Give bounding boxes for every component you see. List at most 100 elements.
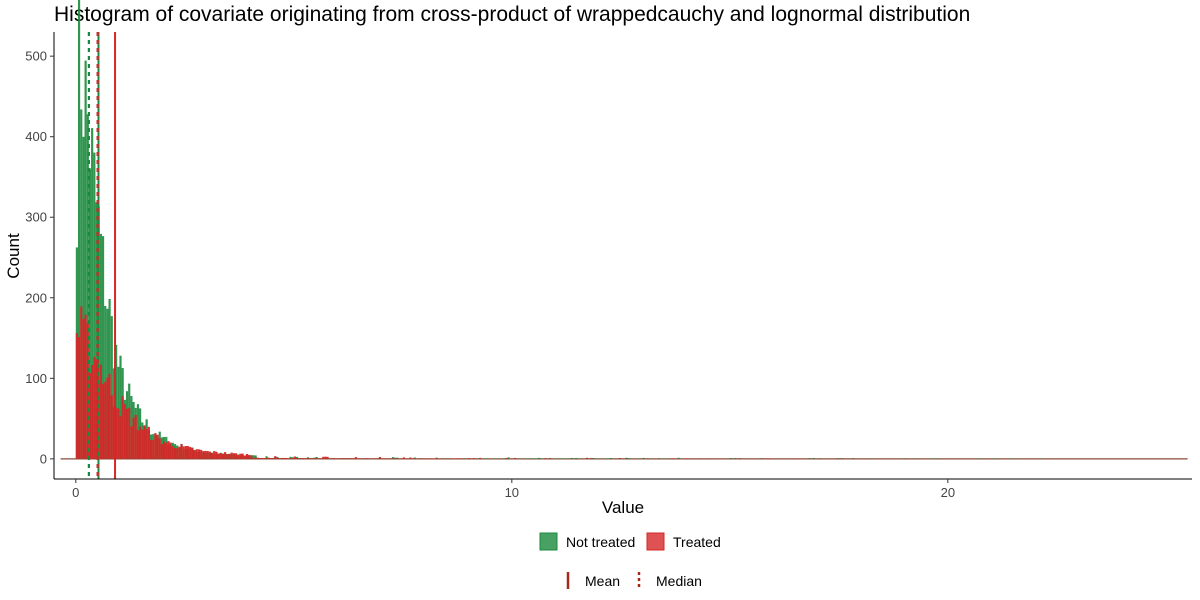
histogram-bar (529, 458, 532, 459)
histogram-bar (293, 456, 296, 459)
histogram-bar (400, 458, 403, 459)
histogram-bar (483, 458, 486, 459)
histogram-bar (232, 453, 235, 459)
histogram-bar (300, 458, 303, 459)
histogram-bar (154, 433, 157, 459)
y-tick-label: 200 (25, 290, 47, 305)
y-axis-title: Count (4, 233, 23, 279)
histogram-bar (934, 458, 937, 459)
histogram-bar (219, 453, 222, 459)
histogram-bar (346, 458, 349, 459)
histogram-bar (252, 455, 255, 459)
histogram-bar (997, 458, 1001, 460)
histogram-bar (594, 458, 597, 460)
histogram-bar (450, 458, 453, 460)
histogram-bar (524, 458, 528, 459)
histogram-bar (402, 457, 405, 459)
histogram-bar (570, 457, 573, 459)
histogram-bar (108, 373, 111, 459)
histogram-bar (365, 458, 368, 459)
histogram-bar (156, 434, 159, 459)
histogram-bar (84, 314, 87, 459)
series-not-treated (75, 0, 1042, 460)
histogram-bar (1039, 458, 1042, 460)
histogram-bar (136, 430, 140, 459)
histogram-bar (389, 458, 392, 459)
histogram-bar (180, 444, 183, 459)
histogram-bar (272, 457, 275, 459)
histogram-bar (80, 109, 83, 459)
histogram-bar (215, 451, 218, 459)
histogram-bar (317, 458, 320, 459)
histogram-bar (145, 428, 148, 459)
histogram-bar (561, 458, 565, 460)
histogram-bar (110, 395, 113, 459)
histogram-bar (182, 446, 185, 459)
histogram-bar (243, 455, 246, 459)
histogram-bar (141, 429, 144, 459)
histogram-bar (372, 458, 375, 459)
histogram-bar (396, 458, 399, 460)
histogram-bar (322, 456, 325, 459)
histogram-bar (295, 456, 299, 459)
histogram-bar (422, 458, 425, 459)
histogram-bar (411, 458, 414, 459)
histogram-bar (350, 458, 353, 459)
histogram-bar (237, 454, 240, 459)
histogram-bar (289, 458, 292, 459)
histogram-bar (339, 458, 342, 459)
histogram-bar (93, 356, 96, 459)
histogram-bar (289, 456, 292, 459)
histogram-bar (605, 458, 608, 459)
histogram-bar (592, 458, 595, 459)
histogram-bar (762, 458, 765, 459)
histogram-bar (315, 456, 318, 459)
histogram-bar (664, 458, 667, 460)
histogram-bar (457, 458, 460, 459)
histogram-bar (385, 458, 388, 459)
histogram-bar (503, 458, 506, 459)
histogram-bar (843, 458, 846, 459)
histogram-bar (343, 458, 347, 459)
histogram-bar (572, 458, 576, 459)
histogram-bar (291, 457, 294, 459)
histogram-bar (304, 458, 307, 459)
histogram-bar (230, 452, 233, 459)
histogram-bar (333, 458, 336, 459)
legend-swatch-treated (646, 532, 665, 551)
histogram-bar (265, 457, 268, 459)
histogram-bar (224, 452, 227, 459)
histogram-bar (234, 453, 238, 459)
histogram-bar (276, 457, 279, 459)
histogram-bar (646, 458, 650, 459)
histogram-bar (265, 456, 268, 459)
histogram-bar (206, 450, 209, 459)
histogram-bar (413, 458, 416, 459)
y-axis-ticks: 0 100 200 300 400 500 (25, 49, 54, 466)
legend-label-mean: Mean (585, 573, 620, 589)
series-treated (75, 306, 846, 460)
histogram-bar (195, 449, 198, 459)
histogram-bar (625, 457, 628, 459)
histogram-bar (452, 458, 456, 459)
histogram-bar (642, 457, 645, 459)
histogram-bar (147, 426, 150, 459)
histogram-bar (463, 458, 467, 459)
chart-title: Histogram of covariate originating from … (54, 3, 970, 26)
histogram-bar (77, 336, 81, 459)
histogram-bar (466, 458, 469, 460)
histogram-bar (564, 458, 567, 459)
histogram-bar (280, 457, 283, 459)
histogram-bar (439, 458, 443, 460)
histogram-bar (433, 458, 436, 460)
legend-label-not-treated: Not treated (566, 534, 635, 550)
histogram-bar (374, 458, 377, 459)
histogram-bar (330, 458, 334, 459)
histogram-bar (121, 396, 124, 459)
histogram-bar (686, 458, 689, 459)
histogram-bar (636, 458, 639, 460)
histogram-bar (836, 458, 839, 459)
histogram-bar (629, 458, 632, 460)
histogram-bar (535, 458, 538, 459)
